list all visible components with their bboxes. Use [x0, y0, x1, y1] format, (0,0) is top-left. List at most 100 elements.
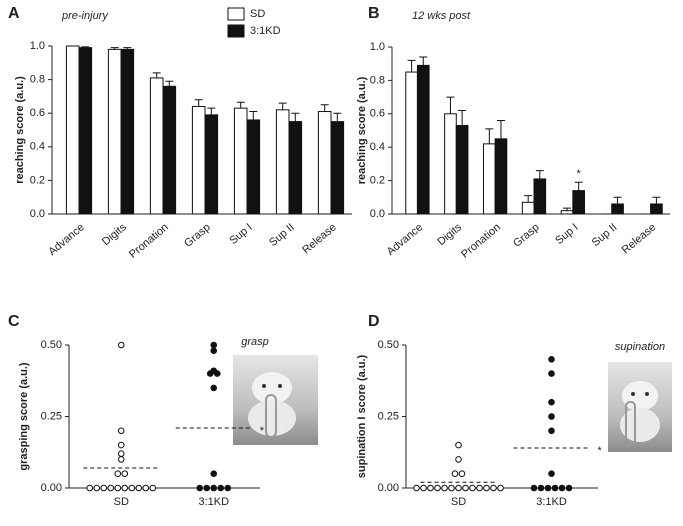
dot [451, 470, 459, 478]
dot [121, 470, 129, 478]
dot [86, 484, 94, 492]
dot [476, 484, 483, 492]
error-bar [123, 47, 132, 50]
dot [142, 484, 150, 492]
bar [317, 111, 332, 215]
dot [548, 427, 555, 435]
dot [117, 456, 125, 463]
annotation: * [577, 168, 582, 180]
bar [120, 48, 135, 215]
x-tick-label: SD [451, 496, 466, 508]
dot [462, 484, 469, 492]
dot [497, 484, 504, 492]
dot [128, 484, 136, 492]
error-bar [194, 99, 203, 107]
bar [560, 210, 574, 215]
error-bar [419, 56, 428, 66]
dot [548, 356, 555, 363]
error-bar [81, 46, 90, 48]
y-tick-label: 0.00 [378, 482, 399, 494]
y-tick-label: 0.0 [30, 208, 45, 220]
dot [551, 484, 559, 492]
y-axis-label: grasping score (a.u.) [18, 362, 30, 471]
error-bar [207, 107, 216, 115]
y-axis-label: reaching score (a.u.) [14, 76, 26, 184]
annotation: * [260, 425, 265, 437]
photo-grasp [233, 355, 318, 445]
error-bar [165, 80, 174, 87]
dot [217, 484, 225, 492]
y-tick-label: 1.0 [370, 41, 385, 53]
dot [441, 484, 448, 492]
dot [548, 398, 555, 406]
bar [204, 114, 219, 215]
dot [210, 470, 218, 478]
error-bar [333, 112, 342, 122]
bar [78, 47, 93, 215]
dot [149, 484, 157, 492]
dot [469, 484, 476, 492]
error-bar [496, 119, 505, 139]
dot [565, 484, 573, 492]
dot [114, 484, 122, 492]
bar [330, 121, 345, 215]
annotation: * [598, 445, 603, 457]
x-tick-label: Pronation [127, 221, 171, 260]
panel-label: A [8, 5, 20, 22]
y-tick-label: 0.50 [41, 339, 62, 351]
x-tick-label: Release [620, 221, 659, 256]
error-bar [110, 47, 119, 50]
dot [448, 484, 455, 492]
y-tick-label: 0.0 [370, 208, 385, 220]
bar [233, 107, 248, 215]
x-tick-label: Digits [100, 221, 129, 248]
dot [455, 456, 462, 463]
dot [427, 484, 434, 492]
y-tick-label: 0.8 [370, 74, 385, 86]
error-bar [446, 96, 455, 114]
dot [117, 441, 125, 449]
x-tick-label: Pronation [459, 221, 503, 260]
error-bar [407, 59, 416, 73]
dot [107, 484, 115, 492]
bar [65, 45, 80, 215]
dot [117, 450, 125, 457]
dot [530, 484, 538, 492]
y-axis-label: reaching score (a.u.) [356, 76, 368, 184]
bar [162, 85, 177, 215]
error-bar [320, 104, 329, 112]
bar [572, 190, 586, 215]
photo-supination [608, 362, 672, 452]
dot [537, 484, 545, 492]
error-bar [236, 101, 245, 109]
dot [210, 341, 218, 349]
y-tick-label: 0.25 [41, 410, 62, 422]
panel-label: B [368, 5, 380, 22]
dot [93, 484, 101, 492]
error-bar [652, 196, 661, 204]
chart-title: pre-injury [61, 10, 109, 22]
bar [191, 105, 206, 215]
x-tick-label: Sup II [267, 221, 297, 249]
dot [434, 484, 441, 492]
x-tick-label: Sup I [553, 221, 580, 247]
x-tick-label: Sup I [227, 221, 254, 247]
dot [114, 470, 122, 478]
legend-label: 3:1KD [250, 25, 281, 37]
x-tick-label: Digits [435, 221, 464, 248]
y-tick-label: 0.6 [30, 107, 45, 119]
dot [117, 341, 125, 349]
dot [210, 347, 218, 355]
dot [544, 484, 552, 492]
dot [210, 484, 218, 492]
dot [100, 484, 108, 492]
error-bar [574, 181, 583, 191]
bar [107, 48, 122, 215]
error-bar [278, 102, 287, 110]
legend-label: SD [250, 8, 265, 20]
bar [494, 138, 508, 215]
dot [210, 384, 218, 392]
x-tick-label: 3:1KD [536, 496, 567, 508]
error-bar [563, 207, 572, 211]
